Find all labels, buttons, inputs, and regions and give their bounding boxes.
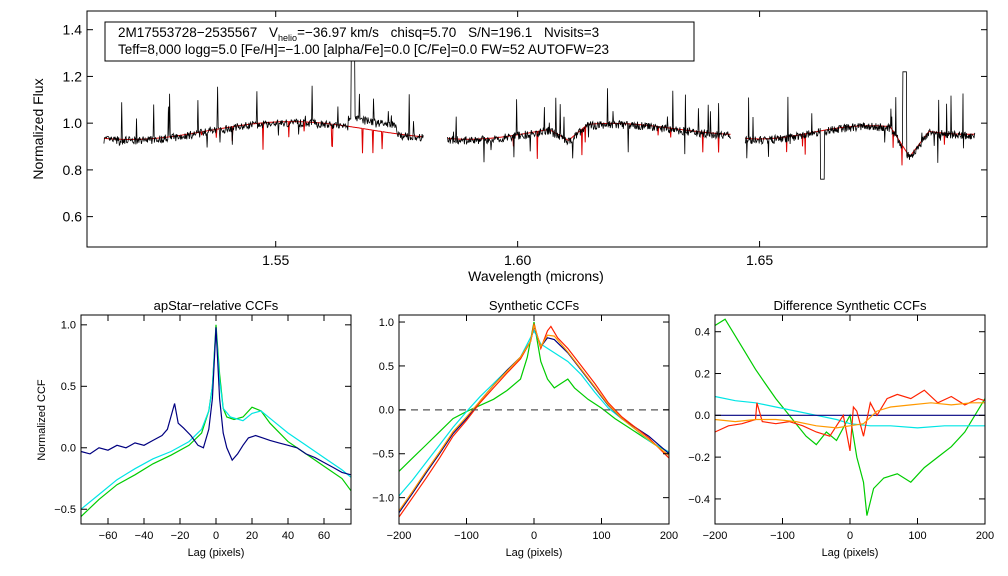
ccf-line-visit-3 — [80, 327, 352, 476]
x-tick-label: −40 — [135, 530, 154, 542]
spectrum-ylabel: Normalized Flux — [30, 78, 46, 179]
panel-ylabel: Normalized CCF — [36, 379, 48, 461]
panel-synthetic-ccfs: Synthetic CCFs −200 −100 0 100 200 −1.0 −0.5 0.… — [372, 298, 678, 559]
x-tick-label: 200 — [660, 530, 678, 542]
x-tick-label: 40 — [282, 530, 294, 542]
panel-series — [398, 321, 670, 518]
panel-title: Synthetic CCFs — [489, 298, 580, 313]
y-tick-label: 0.5 — [379, 361, 394, 373]
y-tick-label: 0.8 — [63, 162, 83, 178]
panel-ticks: −200 −100 0 100 200 −0.4 −0.2 0.0 0.2 0.4 — [688, 315, 994, 542]
y-tick-label: 1.4 — [63, 22, 83, 38]
panel-title: Difference Synthetic CCFs — [774, 298, 927, 313]
panel-difference-ccfs: Difference Synthetic CCFs −200 −100 0 100 20… — [688, 298, 994, 559]
y-tick-label: 0.0 — [379, 405, 394, 417]
panel-xlabel: Lag (pixels) — [822, 547, 879, 559]
spectrum-axes-frame — [86, 10, 988, 248]
chisq-value: chisq=5.70 — [391, 25, 457, 40]
x-tick-label: −60 — [99, 530, 118, 542]
ccf-line-visit-2 — [80, 328, 352, 510]
x-tick-label: 0 — [847, 530, 853, 542]
panel-series — [714, 318, 986, 516]
y-tick-label: −1.0 — [372, 493, 394, 505]
observed-spectrum-chip-2 — [447, 88, 731, 163]
ccf-line-visit-5 — [398, 323, 670, 512]
panel-xlabel: Lag (pixels) — [188, 547, 245, 559]
panel-ticks: −200 −100 0 100 200 −1.0 −0.5 0.0 0.5 1.0 — [372, 315, 678, 542]
y-tick-label: 0.4 — [695, 327, 710, 339]
panel-axes-frame — [398, 314, 670, 525]
y-tick-label: 1.0 — [63, 115, 83, 131]
annotation-line1: 2M17553728−2535567 Vhelio=−36.97 km/s ch… — [118, 25, 599, 43]
observed-spectrum-chip-1 — [103, 38, 424, 148]
x-tick-label: 200 — [976, 530, 994, 542]
y-tick-label: −0.5 — [54, 504, 76, 516]
ccf-line-visit-2 — [398, 329, 670, 497]
y-tick-label: 0.0 — [61, 443, 76, 455]
v-subscript: helio — [278, 33, 297, 43]
y-tick-label: 1.2 — [63, 68, 83, 84]
y-tick-label: −0.4 — [688, 494, 710, 506]
y-tick-label: 0.5 — [61, 381, 76, 393]
model-spectrum-chip-3 — [744, 125, 975, 166]
y-tick-label: 0.0 — [695, 410, 710, 422]
snr-value: S/N=196.1 — [468, 25, 532, 40]
spectrum-series — [103, 38, 976, 180]
annotation-box — [104, 21, 695, 62]
x-tick-label: −100 — [770, 530, 795, 542]
y-tick-label: −0.5 — [372, 449, 394, 461]
nvisits-value: Nvisits=3 — [544, 25, 599, 40]
panel-axes-frame — [80, 314, 352, 525]
y-tick-label: 0.6 — [63, 209, 83, 225]
spectrum-ticks: 1.55 1.60 1.65 0.6 0.8 1.0 1.2 1.4 — [63, 11, 987, 268]
v-prefix: V — [269, 25, 278, 40]
y-tick-label: 1.0 — [379, 317, 394, 329]
panel-ticks: −60 −40 −20 0 20 40 60 −0.5 0.0 0.5 1.0 — [54, 315, 351, 542]
x-tick-label: 20 — [246, 530, 258, 542]
panel-series — [80, 324, 352, 518]
ccf-line-visit-1 — [398, 321, 670, 472]
x-tick-label: −20 — [171, 530, 190, 542]
x-tick-label: 60 — [318, 530, 330, 542]
model-spectrum-chip-1 — [103, 121, 424, 154]
observed-spectrum-chip-3 — [744, 71, 976, 180]
x-tick-label: 1.65 — [746, 252, 773, 268]
x-tick-label: 1.60 — [504, 252, 531, 268]
x-tick-label: 100 — [592, 530, 610, 542]
ccf-line-visit-1 — [80, 324, 352, 518]
y-tick-label: −0.2 — [688, 452, 710, 464]
y-tick-label: 0.2 — [695, 368, 710, 380]
ccf-line-visit-1 — [714, 318, 986, 516]
ccf-line-visit-5 — [714, 402, 985, 429]
x-tick-label: −200 — [703, 530, 728, 542]
y-tick-label: 1.0 — [61, 320, 76, 332]
panel-title: apStar−relative CCFs — [154, 298, 279, 313]
panel-xlabel: Lag (pixels) — [506, 547, 563, 559]
x-tick-label: −200 — [387, 530, 412, 542]
spectrum-xlabel: Wavelength (microns) — [468, 268, 604, 284]
annotation-line2: Teff=8,000 logg=5.0 [Fe/H]=−1.00 [alpha/… — [118, 42, 609, 57]
ccf-line-visit-4 — [714, 389, 986, 452]
x-tick-label: 100 — [908, 530, 926, 542]
spectrum-panel: 1.55 1.60 1.65 0.6 0.8 1.0 1.2 1.4 Wavelength (… — [30, 10, 988, 284]
x-tick-label: −100 — [454, 530, 479, 542]
star-id: 2M17553728−2535567 — [118, 25, 257, 40]
x-tick-label: 1.55 — [262, 252, 289, 268]
x-tick-label: 0 — [531, 530, 537, 542]
ccf-line-visit-4 — [398, 323, 670, 518]
x-tick-label: 0 — [213, 530, 219, 542]
ccf-line-visit-3 — [398, 324, 670, 513]
v-helio-value: =−36.97 km/s — [297, 25, 379, 40]
panel-apstar-ccfs: apStar−relative CCFs −60 −40 −20 0 20 40 60 −0.… — [36, 298, 352, 559]
ccf-line-visit-2 — [714, 395, 985, 429]
